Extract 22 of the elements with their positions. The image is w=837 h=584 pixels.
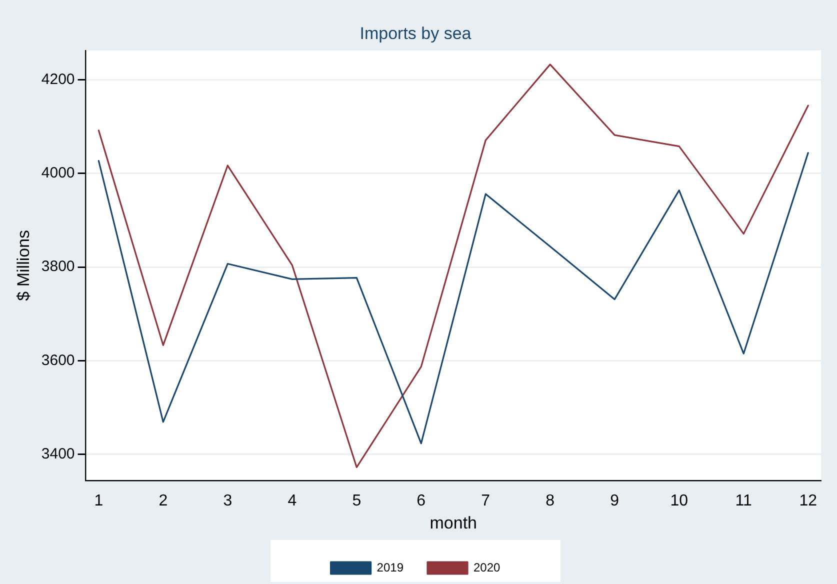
legend-label: 2019 xyxy=(376,560,404,574)
chart-title: Imports by sea xyxy=(360,24,472,43)
x-axis-title: month xyxy=(430,513,478,532)
legend-label: 2020 xyxy=(474,560,501,574)
x-tick-label: 6 xyxy=(416,492,426,510)
x-tick-label: 2 xyxy=(158,492,168,510)
y-tick-label: 4200 xyxy=(41,71,75,88)
x-tick-label: 3 xyxy=(223,492,232,510)
x-tick-label: 1 xyxy=(94,492,104,510)
x-tick-label: 5 xyxy=(352,492,362,510)
x-tick-label: 8 xyxy=(546,492,555,510)
x-tick-label: 7 xyxy=(481,492,490,510)
y-tick-label: 3400 xyxy=(41,445,75,462)
y-axis-title: $ Millions xyxy=(14,230,33,301)
y-tick-label: 4000 xyxy=(41,164,75,182)
x-tick-label: 11 xyxy=(735,492,752,510)
x-tick-label: 4 xyxy=(288,492,297,510)
x-tick-label: 12 xyxy=(799,492,818,510)
y-tick-label: 3800 xyxy=(41,258,75,276)
x-tick-label: 10 xyxy=(670,492,688,510)
x-tick-label: 9 xyxy=(610,492,620,510)
y-tick-label: 3600 xyxy=(41,352,75,369)
